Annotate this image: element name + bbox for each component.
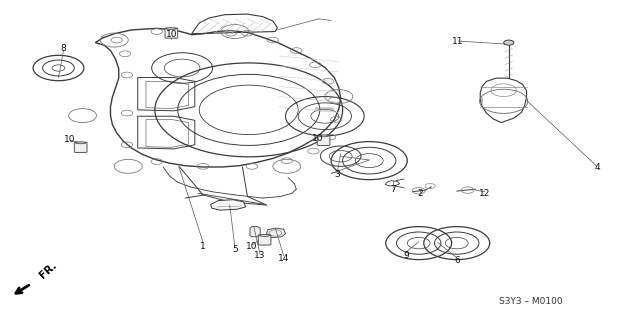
Text: 13: 13: [254, 251, 266, 260]
Text: 7: 7: [390, 185, 396, 194]
Text: 9: 9: [403, 251, 409, 260]
Polygon shape: [266, 228, 285, 238]
Text: 11: 11: [452, 37, 464, 46]
FancyBboxPatch shape: [165, 28, 178, 38]
Ellipse shape: [318, 135, 329, 137]
Text: 8: 8: [61, 44, 66, 53]
Polygon shape: [250, 227, 260, 237]
FancyBboxPatch shape: [317, 135, 330, 145]
FancyBboxPatch shape: [75, 142, 87, 152]
Text: 3: 3: [334, 170, 340, 179]
Text: 10: 10: [166, 30, 177, 39]
Text: FR.: FR.: [38, 260, 59, 281]
Text: 6: 6: [454, 256, 460, 265]
Text: 10: 10: [311, 134, 323, 143]
Text: 4: 4: [595, 164, 600, 172]
Polygon shape: [211, 200, 246, 210]
Circle shape: [504, 40, 514, 45]
Text: S3Y3 – M0100: S3Y3 – M0100: [499, 297, 562, 306]
Ellipse shape: [76, 142, 86, 144]
Text: 2: 2: [417, 189, 423, 198]
Text: 10: 10: [64, 135, 76, 144]
Text: 1: 1: [200, 242, 206, 251]
Ellipse shape: [166, 28, 176, 29]
Text: 14: 14: [278, 254, 289, 263]
Text: 10: 10: [246, 242, 257, 251]
Text: 12: 12: [479, 189, 490, 198]
FancyBboxPatch shape: [258, 235, 271, 245]
Ellipse shape: [259, 235, 269, 236]
Text: 5: 5: [232, 245, 238, 254]
